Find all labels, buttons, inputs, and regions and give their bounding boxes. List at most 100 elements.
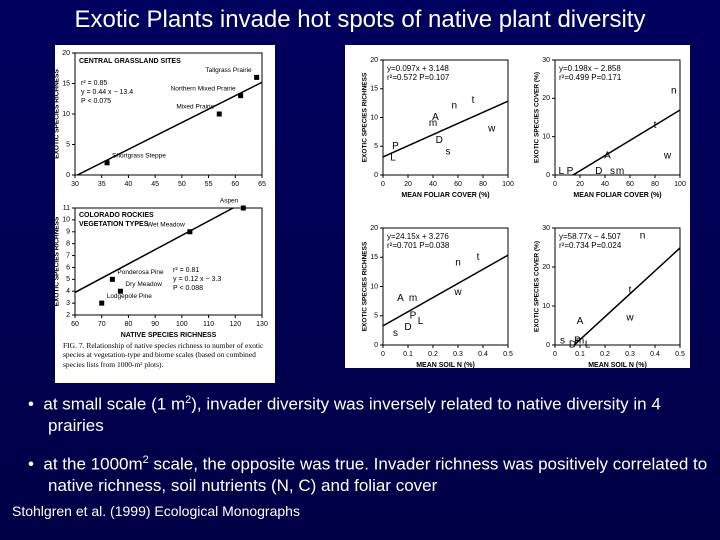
fit-line bbox=[573, 247, 680, 345]
data-point: A bbox=[432, 112, 439, 123]
data-point bbox=[238, 93, 244, 99]
data-point: A bbox=[397, 293, 404, 304]
x-tick-label: 0.4 bbox=[650, 351, 660, 358]
x-tick-label: 100 bbox=[176, 321, 188, 328]
x-tick-label: 0 bbox=[381, 351, 385, 358]
point-label: Wet Meadow bbox=[147, 221, 185, 228]
data-point: D bbox=[595, 166, 602, 177]
data-point: P bbox=[392, 141, 399, 152]
x-tick-label: 80 bbox=[125, 321, 133, 328]
data-point: t bbox=[472, 95, 475, 106]
data-point: w bbox=[453, 287, 462, 298]
fit-line bbox=[75, 81, 262, 175]
data-point: D bbox=[569, 340, 576, 351]
fit-statistics: y = 0.44 x − 13.4 bbox=[81, 89, 133, 96]
fit-statistics: r²=0.701 P=0.038 bbox=[387, 241, 450, 250]
y-tick-label: 10 bbox=[370, 114, 378, 121]
y-tick-label: 7 bbox=[66, 252, 70, 259]
plot-frame bbox=[554, 59, 681, 176]
y-tick-label: 20 bbox=[542, 95, 550, 102]
fit-line bbox=[75, 208, 235, 294]
y-axis-label: EXOTIC SPECIES RICHNESS bbox=[362, 72, 369, 162]
data-point: P bbox=[410, 310, 417, 321]
y-tick-label: 0 bbox=[546, 172, 550, 179]
point-label: Aspen bbox=[220, 198, 239, 205]
x-tick-label: 60 bbox=[71, 321, 79, 328]
x-tick-label: 65 bbox=[258, 181, 266, 188]
x-tick-label: 100 bbox=[502, 181, 514, 188]
y-tick-label: 10 bbox=[370, 283, 378, 290]
point-label: Dry Meadow bbox=[125, 281, 162, 288]
x-tick-label: 45 bbox=[151, 181, 159, 188]
data-point: P bbox=[574, 336, 581, 347]
bullet-text: ), invader diversity was inversely relat… bbox=[48, 394, 661, 435]
y-tick-label: 3 bbox=[66, 300, 70, 307]
y-tick-label: 15 bbox=[370, 86, 378, 93]
data-point: n bbox=[671, 85, 677, 96]
y-tick-label: 0 bbox=[546, 342, 550, 349]
fit-statistics: y = 0.12 x − 3.3 bbox=[173, 276, 221, 283]
data-point: L bbox=[418, 316, 424, 327]
fit-line bbox=[383, 254, 508, 327]
data-point: n bbox=[640, 230, 646, 241]
y-tick-label: 30 bbox=[542, 225, 550, 232]
citation: Stohlgren et al. (1999) Ecological Monog… bbox=[12, 503, 300, 519]
y-tick-label: 20 bbox=[370, 57, 378, 64]
data-point: s bbox=[610, 166, 615, 177]
data-point bbox=[109, 276, 115, 282]
x-tick-label: 20 bbox=[576, 181, 584, 188]
fit-statistics: r² = 0.81 bbox=[173, 267, 199, 274]
data-point: m bbox=[616, 166, 624, 177]
y-axis-label: EXOTIC SPECIES RICHNESS bbox=[362, 241, 369, 331]
data-point: s bbox=[446, 147, 451, 158]
x-tick-label: 0.1 bbox=[575, 351, 585, 358]
x-tick-label: 0.2 bbox=[600, 351, 610, 358]
fit-statistics: r² = 0.85 bbox=[81, 80, 107, 87]
y-tick-label: 9 bbox=[66, 229, 70, 236]
x-tick-label: 40 bbox=[429, 181, 437, 188]
data-point: A bbox=[577, 316, 584, 327]
x-tick-label: 0.3 bbox=[453, 351, 463, 358]
data-point: n bbox=[455, 258, 461, 269]
fit-line bbox=[571, 109, 680, 175]
bullet: • at the 1000m2 scale, the opposite was … bbox=[28, 454, 708, 495]
point-label: Shortgrass Steppe bbox=[112, 153, 166, 160]
x-axis-label: MEAN SOIL N (%) bbox=[588, 362, 647, 368]
data-point bbox=[99, 300, 105, 306]
x-tick-label: 100 bbox=[674, 181, 686, 188]
point-label: Tallgrass Prairie bbox=[205, 67, 252, 74]
y-tick-label: 4 bbox=[66, 288, 70, 295]
plot-frame bbox=[554, 227, 681, 346]
y-tick-label: 10 bbox=[542, 303, 550, 310]
data-point: t bbox=[629, 285, 632, 296]
x-tick-label: 0.1 bbox=[403, 351, 413, 358]
data-point: n bbox=[451, 101, 457, 112]
panel-title: COLORADO ROCKIES bbox=[79, 212, 154, 219]
y-tick-label: 20 bbox=[542, 264, 550, 271]
data-point: L bbox=[558, 166, 564, 177]
x-tick-label: 0 bbox=[381, 181, 385, 188]
point-label: Lodgepole Pine bbox=[107, 293, 153, 300]
point-label: Northern Mixed Prairie bbox=[171, 85, 236, 92]
data-point: t bbox=[477, 252, 480, 263]
x-tick-label: 70 bbox=[98, 321, 106, 328]
y-tick-label: 5 bbox=[66, 141, 70, 148]
x-tick-label: 0.2 bbox=[428, 351, 438, 358]
x-tick-label: 50 bbox=[178, 181, 186, 188]
point-label: Mixed Prairie bbox=[176, 104, 214, 111]
y-axis-label: EXOTIC SPECIES COVER (%) bbox=[534, 241, 541, 332]
data-point bbox=[104, 160, 110, 166]
data-point: s bbox=[560, 336, 565, 347]
x-axis-label: MEAN FOLIAR COVER (%) bbox=[401, 192, 489, 199]
point-label: Ponderosa Pine bbox=[117, 269, 164, 276]
x-axis-label: MEAN FOLIAR COVER (%) bbox=[573, 192, 661, 199]
y-tick-label: 6 bbox=[66, 264, 70, 271]
fit-statistics: y=24.15x + 3.276 bbox=[387, 232, 449, 241]
x-axis-label: NATIVE SPECIES RICHNESS bbox=[121, 332, 217, 339]
data-point: m bbox=[429, 118, 437, 129]
data-point: D bbox=[404, 322, 411, 333]
x-tick-label: 20 bbox=[404, 181, 412, 188]
y-tick-label: 0 bbox=[374, 172, 378, 179]
fit-statistics: y=58.77x − 4.507 bbox=[559, 232, 621, 241]
